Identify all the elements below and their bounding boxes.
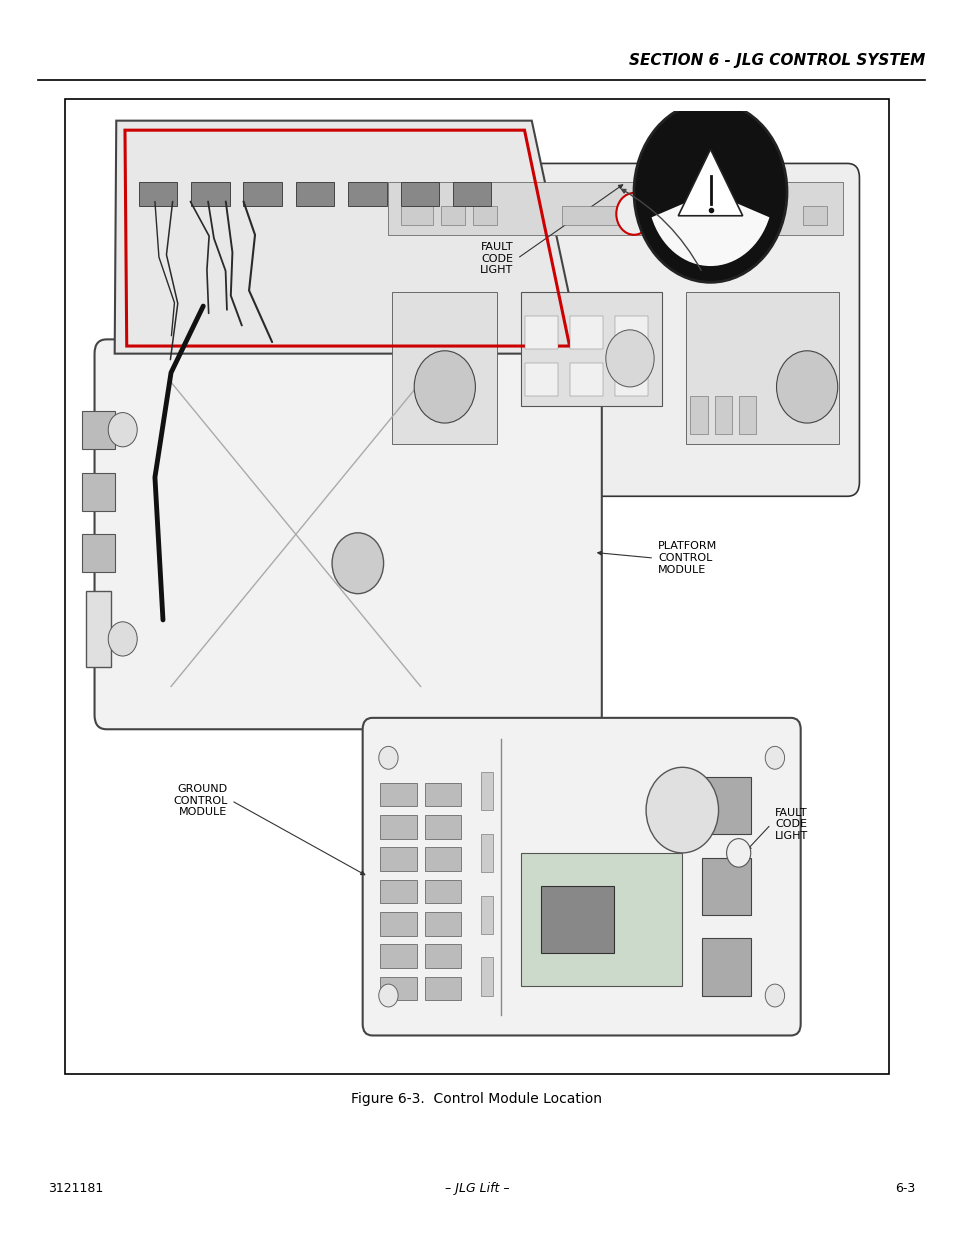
Bar	[615, 363, 647, 396]
Circle shape	[378, 984, 397, 1007]
Circle shape	[414, 351, 475, 424]
Text: 3121181: 3121181	[48, 1182, 103, 1194]
Bar	[480, 895, 493, 934]
Bar	[424, 911, 460, 936]
Bar	[380, 945, 416, 968]
Circle shape	[378, 746, 397, 769]
Text: FAULT
CODE
LIGHT: FAULT CODE LIGHT	[479, 242, 513, 275]
Bar	[453, 183, 491, 206]
Circle shape	[726, 839, 750, 867]
FancyBboxPatch shape	[94, 340, 601, 729]
Bar	[424, 977, 460, 1000]
Bar	[380, 911, 416, 936]
Bar	[380, 815, 416, 839]
Bar	[424, 815, 460, 839]
Bar	[473, 206, 497, 225]
Bar	[520, 853, 681, 986]
Bar	[424, 879, 460, 903]
Circle shape	[332, 532, 383, 594]
Bar	[480, 957, 493, 995]
Bar	[520, 291, 661, 406]
Bar	[82, 411, 114, 448]
Bar	[570, 316, 602, 348]
Text: Figure 6-3.  Control Module Location: Figure 6-3. Control Module Location	[351, 1092, 602, 1107]
Bar	[541, 887, 613, 952]
Bar	[802, 206, 826, 225]
Bar	[392, 291, 497, 443]
Bar	[754, 206, 778, 225]
Bar	[243, 183, 282, 206]
Bar	[400, 206, 433, 225]
Circle shape	[108, 412, 137, 447]
Text: PLATFORM
CONTROL
MODULE: PLATFORM CONTROL MODULE	[658, 541, 717, 574]
Bar	[424, 847, 460, 871]
Text: LB: LB	[721, 137, 731, 143]
Bar	[65, 99, 888, 1074]
Text: – JLG Lift –: – JLG Lift –	[444, 1182, 509, 1194]
Bar	[525, 363, 557, 396]
Bar	[380, 847, 416, 871]
Bar	[525, 316, 557, 348]
Circle shape	[645, 767, 718, 853]
Circle shape	[108, 621, 137, 656]
Text: GROUND
CONTROL
MODULE: GROUND CONTROL MODULE	[172, 784, 227, 818]
Bar	[400, 183, 438, 206]
Bar	[388, 183, 842, 235]
Bar	[139, 183, 177, 206]
Bar	[701, 777, 750, 834]
Circle shape	[764, 746, 783, 769]
Bar	[480, 834, 493, 872]
Bar	[480, 772, 493, 810]
Circle shape	[616, 193, 651, 235]
Bar	[685, 291, 839, 443]
Text: FAULT
CODE
LIGHT: FAULT CODE LIGHT	[774, 808, 807, 841]
Text: SECTION 6 - JLG CONTROL SYSTEM: SECTION 6 - JLG CONTROL SYSTEM	[628, 53, 924, 68]
Bar	[561, 206, 625, 225]
Bar	[82, 473, 114, 510]
Bar	[570, 363, 602, 396]
Bar	[380, 977, 416, 1000]
Bar	[191, 183, 230, 206]
Bar	[424, 783, 460, 806]
Bar	[348, 183, 386, 206]
Polygon shape	[114, 121, 581, 353]
FancyArrowPatch shape	[621, 189, 700, 270]
FancyBboxPatch shape	[372, 163, 859, 496]
Circle shape	[764, 984, 783, 1007]
Bar	[701, 857, 750, 915]
Polygon shape	[678, 149, 742, 216]
Bar	[714, 396, 732, 435]
Bar	[440, 206, 464, 225]
Bar	[424, 945, 460, 968]
Bar	[706, 206, 730, 225]
Text: 6-3: 6-3	[895, 1182, 915, 1194]
Bar	[690, 396, 707, 435]
Wedge shape	[651, 191, 769, 266]
FancyBboxPatch shape	[362, 718, 800, 1035]
Circle shape	[605, 330, 654, 387]
Bar	[615, 316, 647, 348]
Circle shape	[776, 351, 837, 424]
Bar	[82, 535, 114, 572]
Circle shape	[634, 101, 786, 283]
Bar	[295, 183, 335, 206]
Bar	[649, 206, 674, 225]
Bar	[738, 396, 756, 435]
Bar	[701, 939, 750, 995]
Bar	[380, 783, 416, 806]
Bar	[380, 879, 416, 903]
Bar	[87, 592, 111, 667]
